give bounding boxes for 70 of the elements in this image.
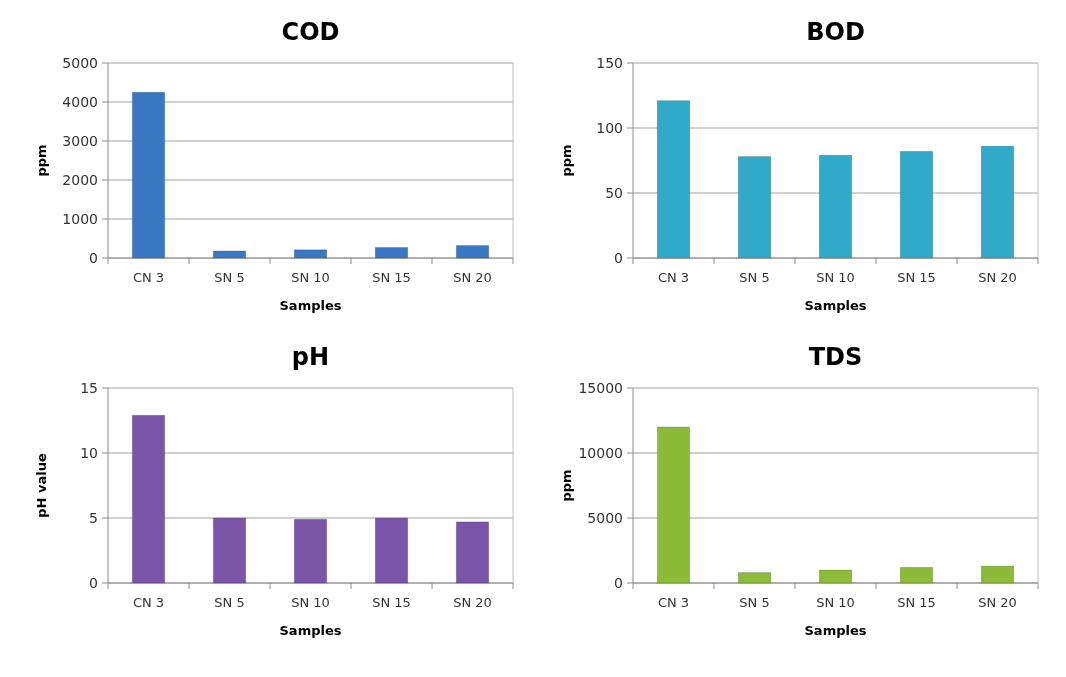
bar [818,154,853,259]
y-tick-label: 4000 [62,93,98,110]
chart-title: pH [291,343,330,371]
x-tick-label: SN 15 [372,270,411,285]
bar [980,145,1015,259]
y-tick-label: 5000 [62,54,98,71]
y-axis-title: pH value [34,453,49,518]
x-axis-title: Samples [279,298,342,313]
bar [374,517,409,584]
x-tick-label: SN 5 [739,270,770,285]
x-tick-label: SN 10 [816,595,855,610]
bar [980,565,1015,584]
x-tick-label: CN 3 [132,270,165,285]
bar [212,517,247,584]
x-tick-label: CN 3 [657,270,690,285]
x-axis-title: Samples [279,623,342,638]
x-tick-label: CN 3 [132,595,165,610]
y-tick-label: 2000 [62,171,98,188]
y-tick-label: 0 [614,574,623,591]
y-tick-label: 1000 [62,210,98,227]
x-tick-label: SN 10 [291,595,330,610]
x-tick-label: SN 10 [291,270,330,285]
y-tick-label: 0 [614,249,623,266]
y-axis-title: ppm [559,144,574,177]
y-tick-label: 5 [89,509,98,526]
x-tick-label: SN 20 [453,270,492,285]
x-tick-label: SN 10 [816,270,855,285]
x-tick-label: SN 15 [897,595,936,610]
bar [293,249,328,259]
y-axis-title: ppm [559,469,574,502]
chart-title: BOD [806,18,865,46]
y-tick-label: 0 [89,574,98,591]
x-tick-label: SN 15 [372,595,411,610]
bar [455,245,490,259]
x-axis-title: Samples [804,298,867,313]
y-axis-title: ppm [34,144,49,177]
bar [818,569,853,584]
y-tick-label: 10000 [578,444,623,461]
y-tick-label: 15 [80,379,98,396]
bar [293,518,328,584]
bar [737,156,772,259]
bar [131,91,166,259]
y-tick-label: 5000 [587,509,623,526]
bar [737,572,772,584]
y-tick-label: 50 [605,184,623,201]
x-tick-label: CN 3 [657,595,690,610]
bar [212,250,247,259]
bar [899,567,934,584]
y-tick-label: 100 [596,119,623,136]
x-tick-label: SN 20 [978,270,1017,285]
bar [656,426,691,584]
y-tick-label: 15000 [578,379,623,396]
x-tick-label: SN 20 [978,595,1017,610]
bar [455,521,490,584]
bar [131,414,166,584]
bar [374,247,409,259]
x-tick-label: SN 20 [453,595,492,610]
x-tick-label: SN 5 [214,595,245,610]
chart-title: TDS [808,343,863,371]
x-axis-title: Samples [804,623,867,638]
x-tick-label: SN 5 [214,270,245,285]
x-tick-label: SN 5 [739,595,770,610]
x-tick-label: SN 15 [897,270,936,285]
chart-title: COD [281,18,340,46]
y-tick-label: 0 [89,249,98,266]
bar [656,100,691,259]
y-tick-label: 10 [80,444,98,461]
y-tick-label: 150 [596,54,623,71]
y-tick-label: 3000 [62,132,98,149]
bar [899,151,934,259]
